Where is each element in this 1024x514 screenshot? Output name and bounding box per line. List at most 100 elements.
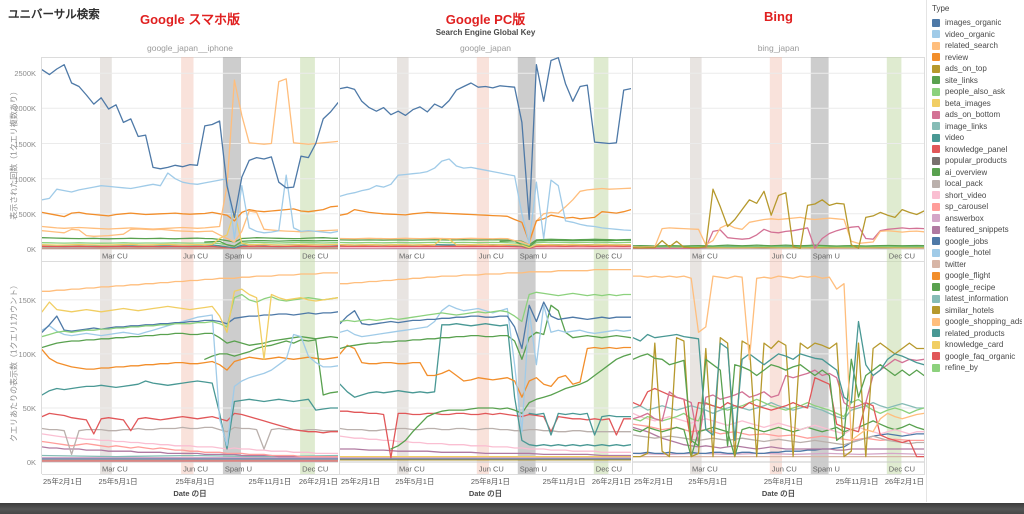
series-ads_on_top[interactable] xyxy=(633,337,924,458)
series-images_organic[interactable] xyxy=(42,64,338,219)
line-chart-google-pc-impressions[interactable]: Mar CU Jun CU Spam U Dec CU xyxy=(340,57,631,261)
series-images_organic[interactable] xyxy=(340,301,631,350)
series-people_also_ask[interactable] xyxy=(340,291,631,323)
series-featured_snippets[interactable] xyxy=(42,446,338,458)
legend-item-google_flight[interactable]: google_flight xyxy=(932,270,1022,282)
series-google_jobs[interactable] xyxy=(633,433,924,455)
series-knowledge_panel[interactable] xyxy=(42,412,338,435)
series-people_also_ask[interactable] xyxy=(42,293,338,338)
series-knowledge_panel[interactable] xyxy=(340,410,631,459)
legend-item-related_products[interactable]: related_products xyxy=(932,328,1022,340)
line-chart-google-mobile-impressions[interactable]: Mar CU Jun CU Spam U Dec CU xyxy=(42,57,338,261)
series-site_links[interactable] xyxy=(633,244,924,247)
legend-item-knowledge_panel[interactable]: knowledge_panel xyxy=(932,144,1022,156)
series-short_video[interactable] xyxy=(633,412,924,435)
series-site_links[interactable] xyxy=(340,238,631,246)
series-beta_images[interactable] xyxy=(340,237,631,249)
series-review[interactable] xyxy=(42,205,338,222)
series-related_products[interactable] xyxy=(633,320,924,442)
series-people_also_ask[interactable] xyxy=(340,241,631,247)
chart-panel-google-pc-impressions[interactable]: Mar CU Jun CU Spam U Dec CU xyxy=(340,57,631,261)
legend-item-image_links[interactable]: image_links xyxy=(932,121,1022,133)
series-images_organic[interactable] xyxy=(340,57,631,221)
legend-item-sp_carousel[interactable]: sp_carousel xyxy=(932,201,1022,213)
chart-panel-bing-impressions[interactable]: Mar CU Jun CU Spam U Dec CU xyxy=(633,57,924,261)
series-ai_overview[interactable] xyxy=(204,239,338,247)
legend-item-google_recipe[interactable]: google_recipe xyxy=(932,282,1022,294)
series-featured_snippets[interactable] xyxy=(633,426,924,451)
legend-item-beta_images[interactable]: beta_images xyxy=(932,98,1022,110)
series-video_organic[interactable] xyxy=(340,304,631,433)
series-video[interactable] xyxy=(42,380,338,450)
legend-item-ai_overview[interactable]: ai_overview xyxy=(932,167,1022,179)
legend-item-answerbox[interactable]: answerbox xyxy=(932,213,1022,225)
series-related_search[interactable] xyxy=(633,216,924,248)
series-site_links[interactable] xyxy=(340,304,631,360)
legend-item-video_organic[interactable]: video_organic xyxy=(932,29,1022,41)
series-ai_overview[interactable] xyxy=(204,339,338,396)
series-video_organic[interactable] xyxy=(340,158,631,245)
series-video_organic[interactable] xyxy=(42,172,338,240)
series-review[interactable] xyxy=(340,344,631,398)
series-latest_information[interactable] xyxy=(633,401,924,420)
legend-item-featured_snippets[interactable]: featured_snippets xyxy=(932,224,1022,236)
legend-item-popular_products[interactable]: popular_products xyxy=(932,155,1022,167)
series-beta_images[interactable] xyxy=(42,211,338,246)
legend-item-ads_on_bottom[interactable]: ads_on_bottom xyxy=(932,109,1022,121)
legend-item-similar_hotels[interactable]: similar_hotels xyxy=(932,305,1022,317)
series-local_pack[interactable] xyxy=(633,434,924,446)
chart-panel-bing-per-query[interactable]: Mar CU Jun CU Spam U Dec CU xyxy=(633,261,924,474)
legend-item-twitter[interactable]: twitter xyxy=(932,259,1022,271)
series-related_search[interactable] xyxy=(42,78,338,230)
legend-item-site_links[interactable]: site_links xyxy=(932,75,1022,87)
series-related_search[interactable] xyxy=(42,272,338,292)
chart-panel-google-mobile-impressions[interactable]: Mar CU Jun CU Spam U Dec CU xyxy=(42,57,338,261)
series-knowledge_panel[interactable] xyxy=(42,245,338,249)
legend-item-ads_on_top[interactable]: ads_on_top xyxy=(932,63,1022,75)
series-knowledge_panel[interactable] xyxy=(340,245,631,249)
series-local_pack[interactable] xyxy=(340,427,631,433)
series-ads_on_top[interactable] xyxy=(633,188,924,249)
series-related_products[interactable] xyxy=(528,412,631,436)
series-review[interactable] xyxy=(340,208,631,243)
chart-panel-google-pc-per-query[interactable]: Mar CU Jun CU Spam U Dec CU xyxy=(340,261,631,474)
legend-item-google_jobs[interactable]: google_jobs xyxy=(932,236,1022,248)
series-related_search[interactable] xyxy=(340,187,631,246)
series-site_links[interactable] xyxy=(633,353,924,447)
series-google_recipe[interactable] xyxy=(633,420,924,458)
legend-item-refine_by[interactable]: refine_by xyxy=(932,362,1022,374)
legend-item-related_search[interactable]: related_search xyxy=(932,40,1022,52)
legend-item-short_video[interactable]: short_video xyxy=(932,190,1022,202)
series-site_links[interactable] xyxy=(42,237,338,243)
series-review[interactable] xyxy=(42,348,338,371)
series-beta_images[interactable] xyxy=(42,288,338,360)
chart-panel-google-mobile-per-query[interactable]: Mar CU Jun CU Spam U Dec CU xyxy=(42,261,338,474)
series-video[interactable] xyxy=(340,323,631,447)
legend-item-knowledge_card[interactable]: knowledge_card xyxy=(932,339,1022,351)
series-site_links[interactable] xyxy=(42,332,338,349)
series-ads_on_bottom[interactable] xyxy=(633,225,924,250)
legend-item-google_faq_organic[interactable]: google_faq_organic xyxy=(932,351,1022,363)
legend-item-google_shopping_ads[interactable]: google_shopping_ads xyxy=(932,316,1022,328)
series-ai_overview[interactable] xyxy=(390,353,631,450)
series-video_organic[interactable] xyxy=(42,314,338,447)
series-images_organic[interactable] xyxy=(42,311,338,333)
line-chart-bing-per-query[interactable]: Mar CU Jun CU Spam U Dec CU xyxy=(633,261,924,474)
legend-item-review[interactable]: review xyxy=(932,52,1022,64)
series-related_search[interactable] xyxy=(340,268,631,285)
legend-item-local_pack[interactable]: local_pack xyxy=(932,178,1022,190)
series-featured_snippets[interactable] xyxy=(340,448,631,457)
series-people_also_ask[interactable] xyxy=(42,241,338,247)
line-chart-bing-impressions[interactable]: Mar CU Jun CU Spam U Dec CU xyxy=(633,57,924,261)
line-chart-google-mobile-per-query[interactable]: Mar CU Jun CU Spam U Dec CU xyxy=(42,261,338,474)
series-sp_carousel[interactable] xyxy=(42,440,338,458)
legend-item-video[interactable]: video xyxy=(932,132,1022,144)
series-short_video[interactable] xyxy=(42,433,338,455)
line-chart-google-pc-per-query[interactable]: Mar CU Jun CU Spam U Dec CU xyxy=(340,261,631,474)
legend-item-people_also_ask[interactable]: people_also_ask xyxy=(932,86,1022,98)
legend-item-google_hotel[interactable]: google_hotel xyxy=(932,247,1022,259)
legend-item-images_organic[interactable]: images_organic xyxy=(932,17,1022,29)
legend-item-latest_information[interactable]: latest_information xyxy=(932,293,1022,305)
series-google_shopping_ads[interactable] xyxy=(42,210,338,243)
series-related_search[interactable] xyxy=(633,275,924,442)
